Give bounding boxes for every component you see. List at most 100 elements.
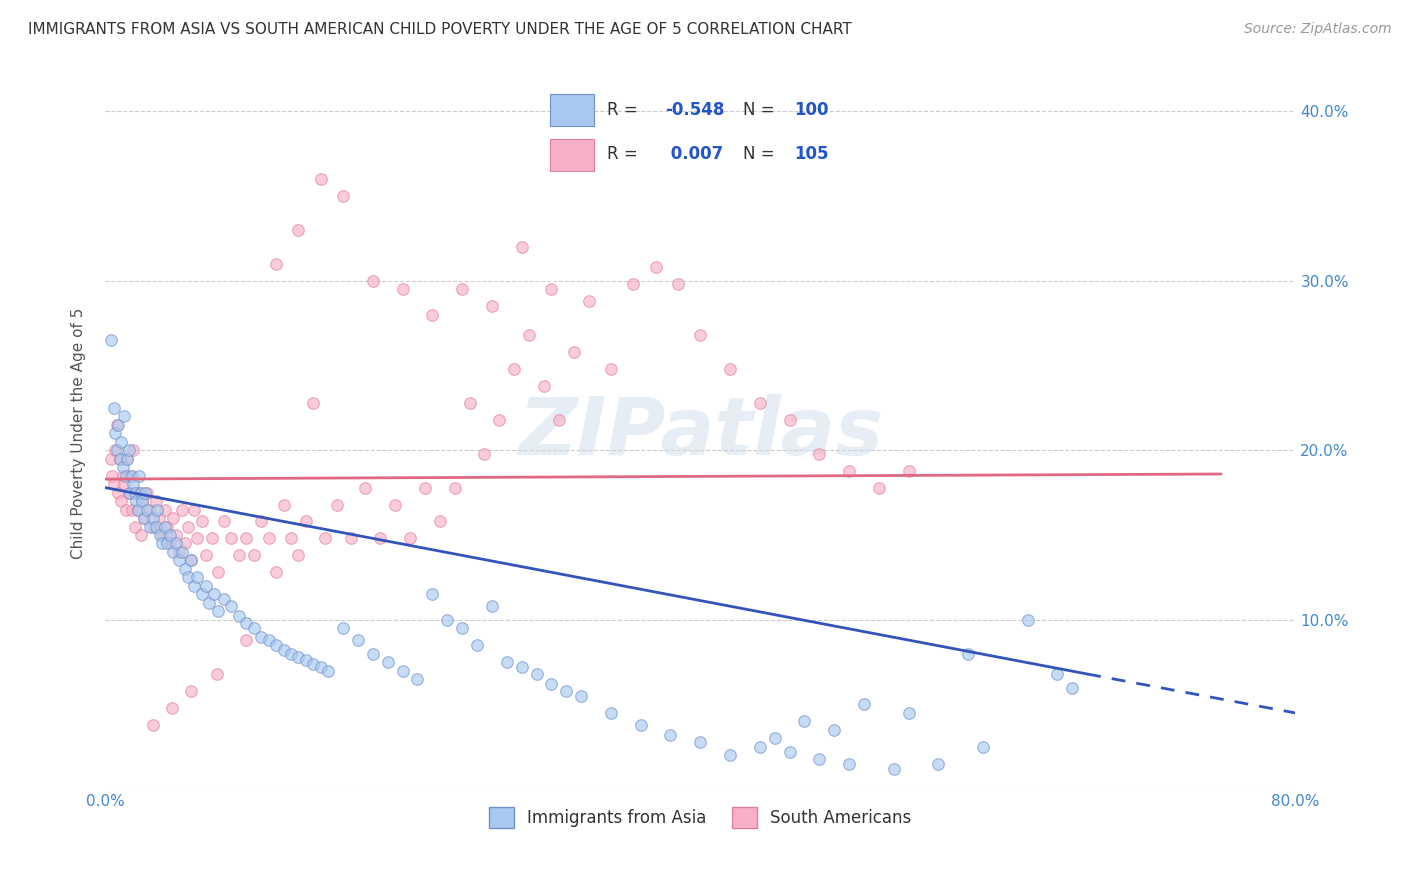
Text: IMMIGRANTS FROM ASIA VS SOUTH AMERICAN CHILD POVERTY UNDER THE AGE OF 5 CORRELAT: IMMIGRANTS FROM ASIA VS SOUTH AMERICAN C… (28, 22, 852, 37)
Point (111, 460, 134, 475)
Point (124, 519, 146, 533)
Point (332, 621, 354, 635)
Point (481, 299, 503, 313)
Point (1062, 681, 1084, 695)
Point (377, 655, 399, 669)
Point (451, 282, 474, 296)
Point (257, 633, 280, 648)
Point (134, 485, 156, 500)
Point (280, 647, 302, 661)
Point (121, 468, 143, 483)
Point (295, 653, 318, 667)
Point (495, 655, 517, 669)
Point (135, 502, 157, 516)
Point (190, 587, 212, 601)
Point (150, 536, 173, 550)
Point (120, 485, 142, 500)
Point (235, 633, 257, 648)
Point (852, 698, 875, 712)
Point (103, 401, 125, 415)
Point (309, 172, 332, 186)
Point (159, 528, 181, 542)
Point (465, 638, 488, 652)
Point (436, 613, 458, 627)
Point (883, 762, 905, 776)
Point (257, 532, 280, 546)
Point (131, 494, 153, 508)
Point (100, 333, 122, 347)
Point (183, 579, 205, 593)
Legend: Immigrants from Asia, South Americans: Immigrants from Asia, South Americans (482, 801, 918, 834)
Point (503, 362, 526, 376)
Point (172, 545, 194, 559)
Point (114, 502, 136, 516)
Point (779, 745, 801, 759)
Point (927, 756, 949, 771)
Point (793, 714, 815, 729)
Point (228, 609, 250, 624)
Point (201, 532, 224, 546)
Point (399, 532, 422, 546)
Point (391, 664, 413, 678)
Point (295, 515, 318, 529)
Point (122, 477, 145, 491)
Point (180, 553, 202, 567)
Point (174, 562, 197, 576)
Point (148, 511, 170, 525)
Point (972, 739, 994, 754)
Point (413, 481, 436, 495)
Point (957, 647, 980, 661)
Point (156, 536, 179, 550)
Point (180, 553, 202, 567)
Point (391, 282, 413, 296)
Point (361, 274, 384, 288)
Point (132, 511, 155, 525)
Text: Source: ZipAtlas.com: Source: ZipAtlas.com (1244, 22, 1392, 37)
Point (823, 723, 845, 737)
Point (243, 621, 266, 635)
Point (159, 536, 181, 550)
Point (562, 345, 585, 359)
Point (101, 468, 124, 483)
Point (718, 748, 741, 763)
Point (124, 485, 146, 500)
Point (135, 485, 157, 500)
Point (100, 451, 122, 466)
Point (666, 277, 689, 292)
Point (630, 718, 652, 732)
Point (165, 528, 187, 542)
Point (1046, 667, 1069, 681)
Point (127, 502, 149, 516)
Point (368, 532, 391, 546)
Point (228, 549, 250, 563)
Point (104, 443, 127, 458)
Point (235, 616, 257, 631)
Point (198, 596, 221, 610)
Point (111, 468, 134, 483)
Point (540, 282, 562, 296)
Point (129, 528, 152, 542)
Point (250, 630, 273, 644)
Point (108, 451, 131, 466)
Point (128, 468, 150, 483)
Point (212, 592, 235, 607)
Point (302, 396, 325, 410)
Point (183, 502, 205, 516)
Point (422, 587, 444, 601)
Point (422, 308, 444, 322)
Point (195, 579, 218, 593)
Point (186, 570, 208, 584)
Point (309, 660, 332, 674)
Point (131, 494, 153, 508)
Point (129, 485, 152, 500)
Point (600, 706, 623, 720)
Point (186, 532, 208, 546)
Point (207, 566, 229, 580)
Point (868, 481, 890, 495)
Point (149, 528, 172, 542)
Point (153, 519, 176, 533)
Point (451, 621, 474, 635)
Point (347, 633, 370, 648)
Point (264, 566, 287, 580)
Point (207, 604, 229, 618)
